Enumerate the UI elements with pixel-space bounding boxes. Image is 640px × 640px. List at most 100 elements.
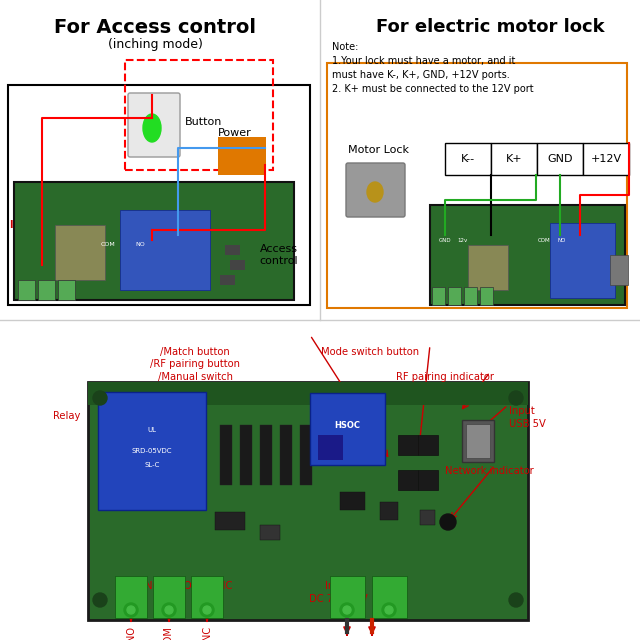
Text: SRD-05VDC: SRD-05VDC [132,448,172,454]
FancyBboxPatch shape [346,163,405,217]
Bar [14,182,294,300]
Text: For Access control: For Access control [54,18,256,37]
Bar [491,143,537,175]
Text: Input
USB 5V: Input USB 5V [509,406,546,429]
Bar [380,502,398,520]
Bar [398,470,418,490]
Text: HSOC: HSOC [334,420,360,429]
Bar [466,424,490,458]
Ellipse shape [385,606,393,614]
Text: 12v: 12v [457,238,467,243]
Bar [120,210,210,290]
Bar [240,425,252,485]
Ellipse shape [165,606,173,614]
Bar [327,63,627,308]
Text: UL: UL [147,427,157,433]
Bar [610,255,628,285]
Bar [550,223,615,298]
Ellipse shape [200,603,214,617]
Text: Power: Power [218,128,252,138]
Bar [260,425,272,485]
Bar [468,245,508,290]
Bar [260,525,280,540]
Bar [88,382,528,620]
Text: Button: Button [185,117,222,127]
Bar [8,85,310,305]
Text: Access
control: Access control [259,244,298,266]
Bar [38,280,55,300]
Bar [448,287,461,305]
Text: NO: NO [558,238,566,243]
Bar [583,143,629,175]
Text: SL-C: SL-C [144,462,160,468]
FancyBboxPatch shape [128,93,180,157]
Text: For electric motor lock: For electric motor lock [376,18,604,36]
Bar [280,425,292,485]
Ellipse shape [162,603,176,617]
Text: K--: K-- [461,154,475,164]
Bar [537,143,583,175]
Bar [125,60,273,170]
Bar [220,425,232,485]
Bar [300,425,312,485]
Ellipse shape [124,603,138,617]
Bar [230,260,245,270]
Text: /Match button
/RF pairing button
/Manual switch: /Match button /RF pairing button /Manual… [150,347,240,381]
Bar [480,287,493,305]
Text: COM: COM [177,581,200,591]
Bar [88,382,528,405]
Text: Motor Lock: Motor Lock [348,145,408,155]
Bar [418,435,438,455]
Bar [464,287,477,305]
Bar [98,392,206,510]
Text: Input
DC 7V~32V: Input DC 7V~32V [308,581,367,604]
Ellipse shape [93,593,107,607]
Ellipse shape [143,114,161,142]
Ellipse shape [509,391,523,405]
Text: NO: NO [126,626,136,640]
Bar [115,576,147,618]
Bar [220,275,235,285]
Text: RF pairing indicator: RF pairing indicator [396,372,493,383]
Bar [18,280,35,300]
Bar [153,576,185,618]
Bar [432,287,445,305]
Bar [330,576,365,618]
Text: Mode switch button: Mode switch button [321,347,419,357]
Ellipse shape [367,182,383,202]
Bar [191,576,223,618]
Text: COM: COM [538,238,550,243]
Bar [318,435,343,460]
Bar [225,245,240,255]
Ellipse shape [343,606,351,614]
Text: NO: NO [145,581,160,591]
Text: GND: GND [438,238,451,243]
Text: COM: COM [164,626,174,640]
Bar [310,393,385,465]
Bar [418,470,438,490]
Bar [398,435,418,455]
Ellipse shape [382,603,396,617]
Text: Relay: Relay [52,411,80,421]
Text: GND: GND [547,154,573,164]
Text: Note:
1.Your lock must have a motor, and it
must have K-, K+, GND, +12V ports.
2: Note: 1.Your lock must have a motor, and… [332,42,534,94]
Ellipse shape [93,391,107,405]
Ellipse shape [127,606,135,614]
Bar [55,225,105,280]
Bar [58,280,75,300]
Ellipse shape [203,606,211,614]
Text: K+: K+ [506,154,522,164]
Text: (inching mode): (inching mode) [108,38,202,51]
Text: +12V: +12V [591,154,621,164]
Ellipse shape [509,593,523,607]
Bar [420,510,435,525]
Text: COM: COM [100,242,115,247]
Bar [340,492,365,510]
Text: NC: NC [218,581,232,591]
Bar [430,205,625,305]
Text: Input 7-32V: Input 7-32V [10,220,74,230]
Text: NC: NC [202,626,212,640]
Bar [462,420,494,462]
Bar [372,576,407,618]
Bar [215,512,245,530]
